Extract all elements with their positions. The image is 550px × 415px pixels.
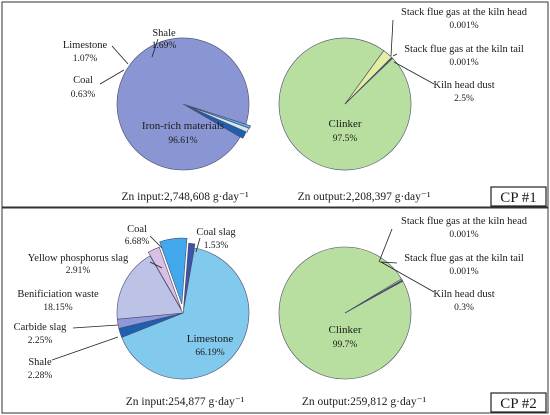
slice-label-coal: Coal — [127, 224, 147, 235]
pie-chart-cp2-input: Limestone 66.19% Shale 2.28% Carbide slag 2.2… — [14, 224, 250, 381]
leader-line-stack-flue-gas-at-the-kiln-head — [378, 228, 393, 263]
slice-label-shale: Shale — [28, 357, 52, 368]
leader-line-stack-flue-gas-at-the-kiln-head — [390, 19, 394, 57]
cp-badge-2 — [490, 392, 547, 413]
slice-label-benificiation-waste: Benificiation waste — [17, 289, 99, 300]
slice-value-limestone: 1.07% — [73, 54, 98, 64]
slice-value-limestone: 66.19% — [195, 348, 224, 358]
leader-line-stack-flue-gas-at-the-kiln-tail — [379, 261, 398, 264]
leader-line-limestone — [111, 45, 129, 65]
slice-value-stack-flue-gas-at-the-kiln-head: 0.001% — [449, 230, 478, 240]
slice-value-clinker: 97.5% — [333, 134, 358, 144]
slice-label-coal-slag: Coal slag — [196, 227, 236, 238]
slice-value-coal: 0.63% — [71, 90, 96, 100]
slice-value-shale: 2.28% — [28, 371, 53, 381]
pie-slice-yellow-phosphorus-slag — [147, 246, 182, 310]
pie-slice-shale — [185, 105, 247, 139]
pie-slice-coal — [187, 105, 251, 129]
panel-frame-1 — [1, 1, 549, 208]
slice-label-stack-flue-gas-at-the-kiln-head: Stack flue gas at the kiln head — [401, 216, 528, 227]
slice-value-stack-flue-gas-at-the-kiln-tail: 0.001% — [449, 58, 478, 68]
panel-frame-2 — [1, 207, 549, 414]
pie-slice-limestone — [186, 105, 250, 133]
cp-badge-1 — [490, 186, 547, 207]
pie-slice-benificiation-waste — [116, 255, 184, 320]
pie-chart-cp1-input: Iron-rich materials 96.61% Coal 0.63% Limest… — [63, 28, 251, 171]
pie-slice-iron-rich-materials — [116, 37, 250, 171]
slice-value-kiln-head-dust: 2.5% — [454, 94, 474, 104]
slice-label-clinker: Clinker — [329, 324, 362, 336]
leader-line-shale — [51, 336, 119, 361]
slice-label-stack-flue-gas-at-the-kiln-head: Stack flue gas at the kiln head — [401, 7, 528, 18]
leader-line-carbide-slag — [72, 324, 119, 329]
leader-line-kiln-head-dust — [380, 261, 435, 293]
slice-value-coal: 6.68% — [125, 237, 150, 247]
caption-cp2-input: Zn input:254,877 g·day⁻¹ — [126, 396, 245, 408]
leader-line-coal-slag — [195, 237, 201, 253]
leader-line-kiln-head-dust — [393, 61, 435, 85]
pie-slice-stack-flue-gas-at-the-kiln-head — [344, 57, 394, 105]
slice-value-stack-flue-gas-at-the-kiln-head: 0.001% — [449, 21, 478, 31]
slice-value-shale: 1.69% — [152, 41, 177, 51]
slice-label-yellow-phosphorus-slag: Yellow phosphorus slag — [28, 253, 129, 264]
pie-slice-limestone — [121, 247, 250, 380]
slice-value-yellow-phosphorus-slag: 2.91% — [66, 266, 91, 276]
slice-label-limestone: Limestone — [63, 40, 108, 51]
slice-label-clinker: Clinker — [329, 118, 362, 130]
slice-label-shale: Shale — [152, 28, 176, 39]
cp-label-1: CP #1 — [500, 190, 537, 206]
caption-cp2-output: Zn output:259,812 g·day⁻¹ — [302, 396, 427, 408]
leader-line-coal — [99, 69, 125, 85]
slice-label-coal: Coal — [73, 75, 93, 86]
leader-line-shale — [151, 38, 159, 58]
pie-chart-cp1-output: Clinker 97.5% Kiln head dust 2.5% Stack flue… — [278, 7, 528, 171]
slice-label-limestone: Limestone — [187, 333, 234, 345]
slice-value-carbide-slag: 2.25% — [28, 336, 53, 346]
slice-value-clinker: 99.7% — [333, 340, 358, 350]
pie-chart-cp2-output: Clinker 99.7% Kiln head dust 0.3% Stack flue… — [278, 216, 528, 380]
slice-value-stack-flue-gas-at-the-kiln-tail: 0.001% — [449, 267, 478, 277]
cp-label-2: CP #2 — [500, 396, 537, 412]
slice-value-kiln-head-dust: 0.3% — [454, 303, 474, 313]
leader-line-stack-flue-gas-at-the-kiln-tail — [392, 53, 398, 57]
caption-cp1-output: Zn output:2,208,397 g·day⁻¹ — [298, 191, 431, 203]
slice-label-iron-rich-materials: Iron-rich materials — [142, 120, 224, 132]
slice-label-stack-flue-gas-at-the-kiln-tail: Stack flue gas at the kiln tail — [404, 44, 524, 55]
pie-slice-coal-slag — [183, 242, 196, 310]
leader-line-coal — [149, 235, 163, 249]
slice-value-coal-slag: 1.53% — [204, 241, 229, 251]
leader-line-yellow-phosphorus-slag — [149, 261, 163, 269]
caption-cp1-input: Zn input:2,748,608 g·day⁻¹ — [121, 191, 249, 203]
slice-label-carbide-slag: Carbide slag — [14, 322, 68, 333]
pie-slice-stack-flue-gas-at-the-kiln-head — [344, 280, 404, 314]
pie-slice-coal — [159, 237, 188, 305]
slice-label-kiln-head-dust: Kiln head dust — [433, 289, 494, 300]
slice-label-stack-flue-gas-at-the-kiln-tail: Stack flue gas at the kiln tail — [404, 253, 524, 264]
slice-value-benificiation-waste: 18.15% — [43, 303, 72, 313]
slice-value-iron-rich-materials: 96.61% — [168, 136, 197, 146]
slice-label-kiln-head-dust: Kiln head dust — [433, 80, 494, 91]
